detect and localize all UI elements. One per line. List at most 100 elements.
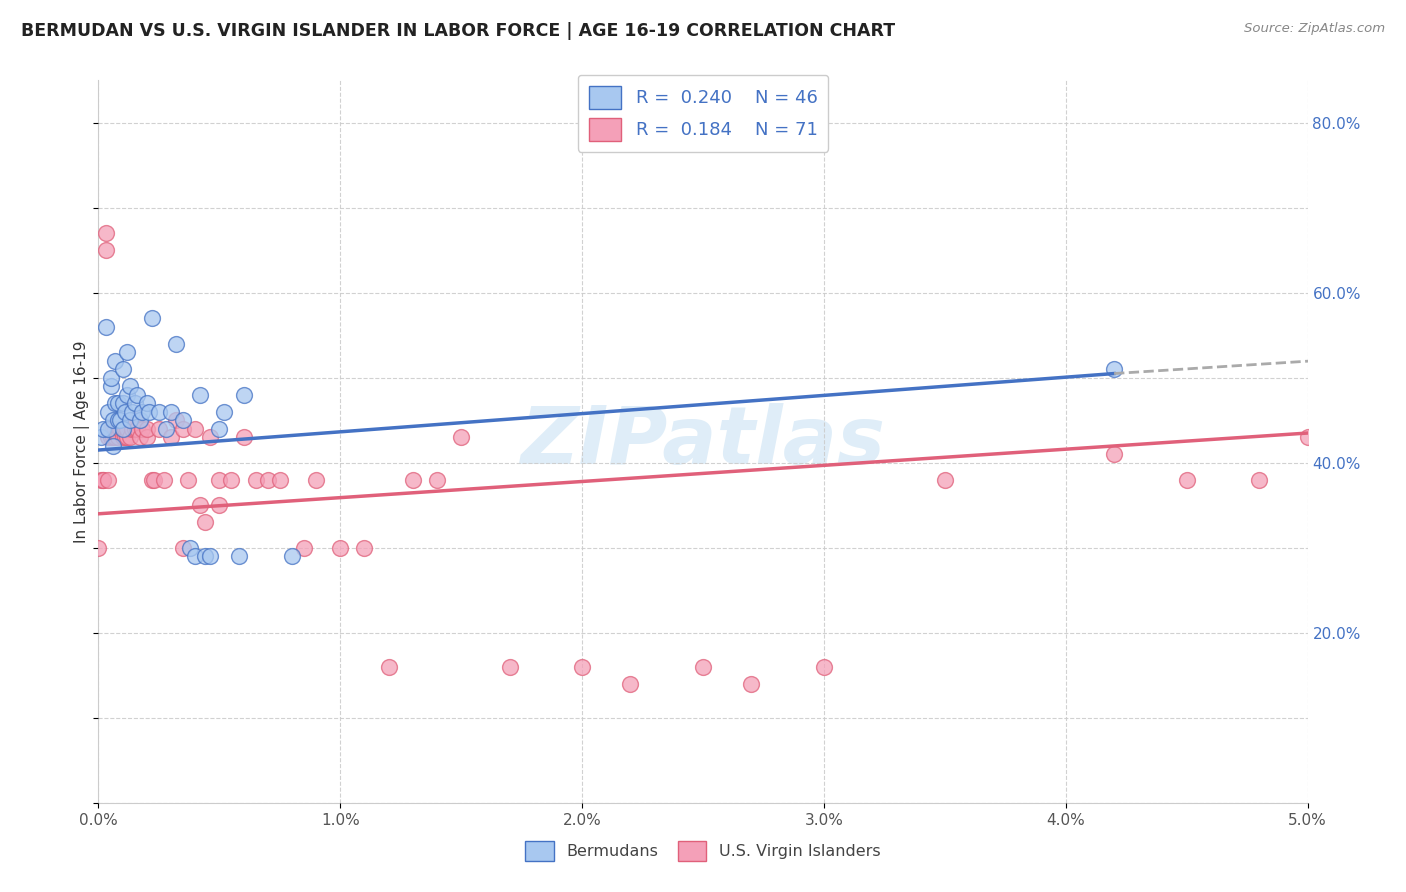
Legend: Bermudans, U.S. Virgin Islanders: Bermudans, U.S. Virgin Islanders: [519, 835, 887, 867]
Point: [107, 396, 129, 410]
Point: [141, 473, 163, 487]
Point: [111, 422, 134, 436]
Point: [188, 498, 211, 512]
Point: [101, 430, 124, 444]
Point: [94, 227, 117, 241]
Point: [107, 422, 129, 436]
Point: [426, 473, 449, 487]
Point: [91, 422, 114, 436]
Point: [256, 473, 278, 487]
Point: [934, 473, 956, 487]
Point: [100, 430, 122, 444]
Point: [740, 677, 762, 691]
Point: [118, 379, 141, 393]
Point: [100, 379, 122, 393]
Point: [97, 422, 120, 436]
Point: [228, 549, 250, 564]
Point: [114, 422, 136, 436]
Point: [1102, 362, 1125, 376]
Point: [101, 422, 124, 436]
Point: [91, 473, 114, 487]
Point: [128, 413, 150, 427]
Point: [571, 660, 593, 674]
Point: [117, 345, 139, 359]
Point: [114, 405, 136, 419]
Point: [377, 660, 399, 674]
Point: [90, 430, 112, 444]
Y-axis label: In Labor Force | Age 16-19: In Labor Force | Age 16-19: [75, 340, 90, 543]
Point: [1296, 430, 1319, 444]
Point: [329, 541, 352, 555]
Point: [121, 422, 143, 436]
Point: [148, 422, 170, 436]
Point: [97, 473, 120, 487]
Point: [97, 405, 120, 419]
Point: [148, 405, 170, 419]
Point: [155, 422, 177, 436]
Point: [117, 388, 139, 402]
Point: [90, 473, 112, 487]
Point: [114, 430, 136, 444]
Text: ZIPatlas: ZIPatlas: [520, 402, 886, 481]
Point: [1249, 473, 1271, 487]
Point: [100, 371, 122, 385]
Point: [619, 677, 641, 691]
Point: [135, 396, 157, 410]
Point: [104, 396, 127, 410]
Point: [160, 405, 183, 419]
Point: [194, 549, 217, 564]
Point: [118, 430, 141, 444]
Point: [1175, 473, 1198, 487]
Point: [108, 413, 131, 427]
Point: [128, 430, 150, 444]
Point: [208, 498, 231, 512]
Point: [108, 422, 131, 436]
Point: [138, 405, 160, 419]
Point: [194, 516, 217, 530]
Point: [131, 405, 153, 419]
Point: [111, 430, 134, 444]
Point: [269, 473, 291, 487]
Point: [135, 422, 157, 436]
Point: [141, 311, 163, 326]
Point: [212, 405, 235, 419]
Point: [107, 430, 129, 444]
Point: [498, 660, 520, 674]
Point: [118, 413, 141, 427]
Point: [292, 541, 315, 555]
Point: [135, 430, 157, 444]
Point: [221, 473, 243, 487]
Point: [188, 388, 211, 402]
Point: [127, 422, 149, 436]
Point: [104, 422, 127, 436]
Point: [198, 430, 221, 444]
Point: [94, 319, 117, 334]
Point: [152, 473, 174, 487]
Point: [813, 660, 835, 674]
Point: [101, 413, 124, 427]
Point: [100, 422, 122, 436]
Point: [245, 473, 267, 487]
Point: [101, 439, 124, 453]
Point: [124, 396, 146, 410]
Point: [232, 388, 254, 402]
Text: Source: ZipAtlas.com: Source: ZipAtlas.com: [1244, 22, 1385, 36]
Point: [124, 413, 146, 427]
Point: [160, 430, 183, 444]
Point: [305, 473, 328, 487]
Point: [104, 353, 127, 368]
Point: [165, 336, 187, 351]
Point: [402, 473, 425, 487]
Point: [177, 473, 200, 487]
Point: [117, 430, 139, 444]
Point: [87, 541, 110, 555]
Point: [198, 549, 221, 564]
Point: [1102, 447, 1125, 461]
Point: [91, 473, 114, 487]
Point: [232, 430, 254, 444]
Point: [692, 660, 714, 674]
Point: [179, 541, 201, 555]
Point: [117, 422, 139, 436]
Point: [111, 362, 134, 376]
Text: BERMUDAN VS U.S. VIRGIN ISLANDER IN LABOR FORCE | AGE 16-19 CORRELATION CHART: BERMUDAN VS U.S. VIRGIN ISLANDER IN LABO…: [21, 22, 896, 40]
